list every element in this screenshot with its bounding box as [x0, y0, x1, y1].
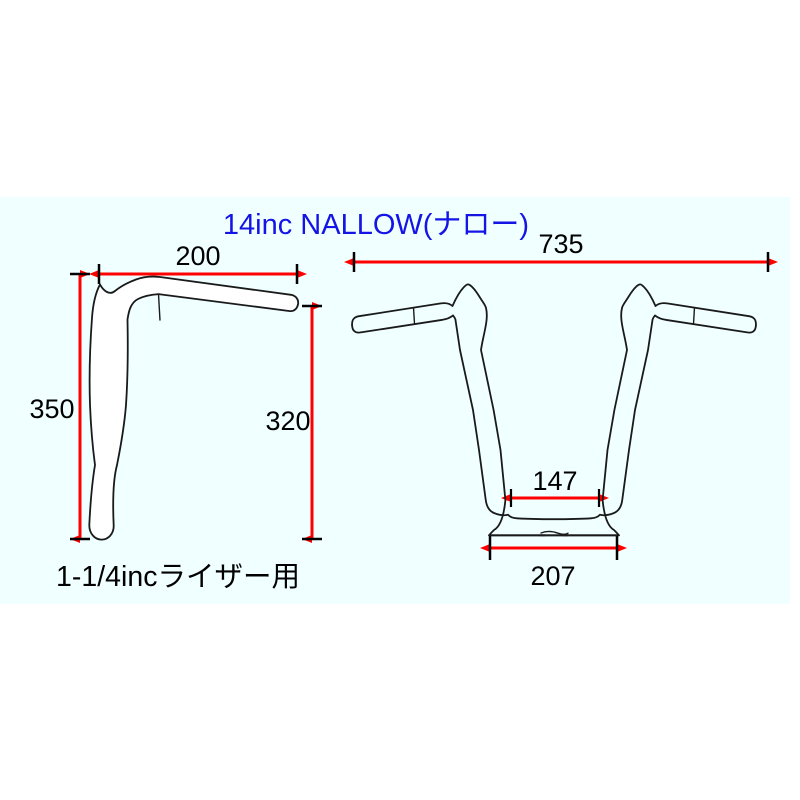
svg-text:147: 147: [532, 466, 577, 496]
svg-text:350: 350: [29, 394, 74, 424]
svg-text:207: 207: [530, 561, 575, 591]
svg-text:320: 320: [265, 406, 310, 436]
svg-text:735: 735: [538, 229, 583, 259]
svg-text:200: 200: [175, 241, 220, 271]
svg-text:1-1/4incライザー用: 1-1/4incライザー用: [56, 561, 300, 593]
